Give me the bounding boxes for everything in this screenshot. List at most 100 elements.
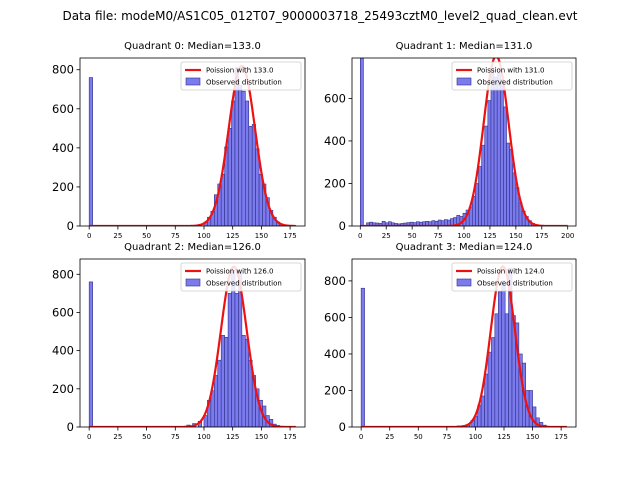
panel-quadrant-1: Quadrant 1: Median=131.0 0 25 50 75 100 125 150… xyxy=(324,41,577,240)
x-tick-label: 0 xyxy=(359,433,363,441)
legend-box xyxy=(451,262,573,292)
x-tick-label: 75 xyxy=(171,433,180,441)
y-tick-label: 200 xyxy=(324,176,346,190)
x-tick-label: 175 xyxy=(535,232,548,240)
y-tick-label: 0 xyxy=(67,219,74,233)
axes-frame xyxy=(351,258,577,428)
y-tick-label: 0 xyxy=(339,420,346,434)
y-tick-label: 600 xyxy=(52,305,74,319)
y-tick-label: 200 xyxy=(324,383,346,397)
panel-quadrant-2: Quadrant 2: Median=126.0 0 25 50 75 100 125 150… xyxy=(52,242,306,441)
histogram-bar xyxy=(475,183,479,226)
legend-box xyxy=(180,262,302,292)
histogram-bar xyxy=(484,373,489,427)
x-tick-label: 0 xyxy=(358,232,362,240)
histogram-bar xyxy=(487,351,492,427)
histogram-bar xyxy=(245,338,250,427)
histogram-bar xyxy=(506,142,510,226)
x-tick-label: 25 xyxy=(385,433,394,441)
histogram-bar xyxy=(528,390,533,427)
x-tick-label: 125 xyxy=(226,433,239,441)
x-tick-label: 125 xyxy=(483,232,496,240)
legend-label-poisson: Poission with 124.0 xyxy=(477,268,545,276)
figure-suptitle: Data file: modeM0/AS1C05_012T07_90000037… xyxy=(62,9,577,23)
histogram-bar xyxy=(88,281,93,427)
x-tick-label: 100 xyxy=(197,232,210,240)
legend-bar-swatch xyxy=(456,77,472,86)
histogram-bar xyxy=(359,58,364,226)
x-tick-label: 50 xyxy=(408,232,417,240)
y-tick-label: 0 xyxy=(339,219,346,233)
histogram-bar xyxy=(238,85,243,226)
legend-box xyxy=(180,61,302,91)
histogram-bar xyxy=(224,336,229,427)
axes-frame xyxy=(79,57,306,227)
histogram-bar xyxy=(509,149,514,226)
panel-quadrant-0: Quadrant 0: Median=133.0 0 25 50 75 100 125 150… xyxy=(52,41,306,240)
histogram-bar xyxy=(248,126,253,226)
x-tick-label: 150 xyxy=(526,433,539,441)
legend-label-observed: Observed distribution xyxy=(206,280,282,288)
x-tick-label: 125 xyxy=(226,232,239,240)
x-tick-label: 150 xyxy=(255,232,268,240)
panel-title: Quadrant 0: Median=133.0 xyxy=(124,41,261,52)
poisson-curve xyxy=(360,58,568,226)
legend-bar-swatch xyxy=(185,278,201,287)
y-tick-label: 200 xyxy=(52,180,74,194)
x-tick-label: 50 xyxy=(142,232,151,240)
panel-title: Quadrant 3: Median=124.0 xyxy=(396,242,533,253)
legend-label-poisson: Poission with 133.0 xyxy=(206,67,274,75)
histogram-bar xyxy=(227,128,232,226)
x-tick-label: 175 xyxy=(283,232,296,240)
histogram-bar xyxy=(481,144,486,226)
histogram-bar xyxy=(231,270,236,427)
x-tick-label: 25 xyxy=(113,232,122,240)
y-tick-label: 800 xyxy=(52,63,74,77)
poisson-curve xyxy=(89,265,296,427)
histogram-bar xyxy=(496,72,501,226)
histogram-bar xyxy=(487,100,492,226)
histogram-bar xyxy=(241,90,246,226)
legend: Poission with 133.0 Observed distribution xyxy=(180,61,302,91)
y-tick-label: 800 xyxy=(52,267,74,281)
y-tick-label: 200 xyxy=(52,382,74,396)
histogram-bar xyxy=(478,166,482,226)
panel-title: Quadrant 1: Median=131.0 xyxy=(396,41,533,52)
legend: Poission with 124.0 Observed distribution xyxy=(451,262,573,292)
x-tick-label: 25 xyxy=(113,433,122,441)
y-tick-label: 400 xyxy=(52,344,74,358)
x-tick-label: 175 xyxy=(283,433,296,441)
plot-area xyxy=(88,265,296,427)
legend-label-observed: Observed distribution xyxy=(477,79,553,87)
legend-bar-swatch xyxy=(456,278,472,287)
plot-area xyxy=(360,264,567,427)
x-tick-label: 75 xyxy=(171,232,180,240)
histogram-bar xyxy=(251,124,256,226)
histogram-bar xyxy=(227,293,232,427)
y-tick-label: 800 xyxy=(324,274,346,288)
x-tick-label: 150 xyxy=(255,433,268,441)
y-tick-label: 600 xyxy=(52,102,74,116)
x-tick-label: 50 xyxy=(414,433,423,441)
histogram-bar xyxy=(532,406,537,427)
y-tick-label: 400 xyxy=(52,141,74,155)
legend-bar-swatch xyxy=(185,77,201,86)
legend-label-observed: Observed distribution xyxy=(477,280,553,288)
histogram-bar xyxy=(499,78,504,226)
x-tick-label: 0 xyxy=(87,433,91,441)
histogram-bar xyxy=(241,335,246,427)
legend-box xyxy=(451,61,573,91)
x-tick-label: 175 xyxy=(554,433,567,441)
histogram-bar xyxy=(490,68,495,226)
x-tick-label: 25 xyxy=(382,232,391,240)
panel-title: Quadrant 2: Median=126.0 xyxy=(124,242,261,253)
histogram-bar xyxy=(504,313,509,427)
x-tick-label: 0 xyxy=(87,232,91,240)
x-tick-label: 125 xyxy=(497,433,510,441)
poisson-curve xyxy=(361,264,567,427)
axes-frame xyxy=(79,258,306,428)
x-tick-label: 75 xyxy=(434,232,443,240)
histogram-bar xyxy=(245,100,250,226)
x-tick-label: 50 xyxy=(142,433,151,441)
